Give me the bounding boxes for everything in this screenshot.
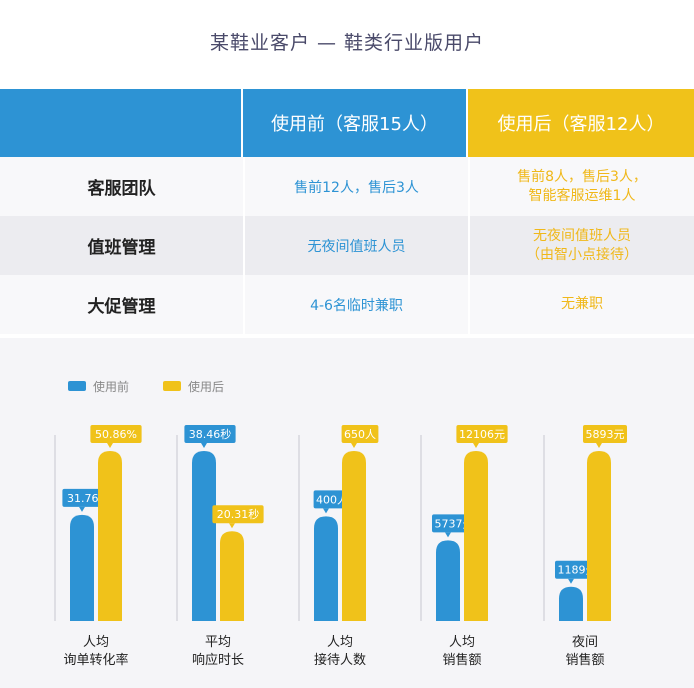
- category-label: 夜间: [572, 635, 598, 650]
- data-label: 400人: [316, 493, 348, 506]
- legend-label: 使用后: [188, 379, 224, 394]
- bar-chart: 使用前 使用后31.76%50.86%人均询单转化率38.46秒20.31秒平均响…: [54, 379, 627, 668]
- before-cell: 4-6名临时兼职: [243, 275, 468, 334]
- data-label-box: [583, 425, 627, 443]
- data-label: 1189元: [558, 564, 597, 577]
- data-label-pointer: [201, 443, 207, 448]
- data-label-pointer: [568, 578, 574, 584]
- category-label: 平均: [205, 635, 231, 650]
- bar-after: [98, 451, 122, 621]
- data-label-pointer: [229, 523, 235, 529]
- data-label-pointer: [445, 532, 451, 538]
- bar-before: [192, 451, 216, 621]
- before-cell: 售前12人，售后3人: [243, 157, 468, 216]
- category-label: 接待人数: [314, 652, 366, 668]
- after-cell: 售前8人，售后3人， 智能客服运维1人: [468, 157, 694, 216]
- before-cell: 无夜间值班人员: [243, 216, 468, 275]
- bar-before: [436, 540, 460, 621]
- bar-before: [70, 514, 94, 621]
- row-label: 客服团队: [87, 179, 156, 199]
- row-label: 大促管理: [87, 297, 156, 317]
- data-label: 20.31秒: [217, 507, 260, 521]
- data-label-box: [456, 425, 508, 443]
- category-label: 人均: [449, 635, 475, 650]
- bar-after: [220, 531, 244, 621]
- category-label: 人均: [83, 635, 109, 650]
- table-row: 大促管理 4-6名临时兼职 无兼职: [0, 275, 694, 334]
- category-label: 销售额: [442, 652, 481, 668]
- data-label-box: [184, 425, 236, 443]
- legend-label: 使用前: [93, 379, 129, 394]
- bar-after: [587, 451, 611, 621]
- legend-swatch: [163, 381, 181, 391]
- table-header-row: 使用前（客服15人） 使用后（客服12人）: [0, 89, 694, 157]
- data-label-pointer: [79, 506, 85, 512]
- table-row: 客服团队 售前12人，售后3人 售前8人，售后3人， 智能客服运维1人: [0, 157, 694, 216]
- category-label: 销售额: [565, 652, 604, 668]
- data-label-pointer: [351, 443, 357, 448]
- data-label: 650人: [344, 428, 376, 441]
- after-cell: 无夜间值班人员 （由智小点接待）: [468, 216, 694, 275]
- data-label-box: [341, 425, 379, 443]
- table-row: 值班管理 无夜间值班人员 无夜间值班人员 （由智小点接待）: [0, 216, 694, 275]
- data-label-box: [212, 505, 264, 524]
- data-label-pointer: [323, 508, 329, 514]
- bar-before: [314, 516, 338, 621]
- data-label: 12106元: [459, 428, 505, 441]
- data-label-box: [90, 425, 142, 443]
- category-label: 询单转化率: [63, 652, 128, 668]
- after-cell: 无兼职: [468, 275, 694, 334]
- page-title: 某鞋业客户 — 鞋类行业版用户: [209, 32, 485, 54]
- header-after: 使用后（客服12人）: [468, 89, 694, 157]
- comparison-table: 使用前（客服15人） 使用后（客服12人） 客服团队 售前12人，售后3人 售前…: [0, 89, 694, 334]
- category-label: 人均: [327, 635, 353, 650]
- row-label: 值班管理: [87, 238, 156, 258]
- data-label: 5737元: [435, 517, 474, 530]
- data-label: 38.46秒: [189, 427, 232, 441]
- data-label-box: [313, 490, 351, 509]
- data-label-pointer: [107, 443, 113, 448]
- data-label: 50.86%: [95, 428, 137, 441]
- bar-before: [559, 586, 583, 621]
- header-before: 使用前（客服15人）: [243, 89, 468, 157]
- header-blank: [0, 89, 243, 157]
- category-label: 响应时长: [192, 652, 244, 668]
- legend-swatch: [68, 381, 86, 391]
- data-label: 5893元: [586, 428, 625, 441]
- data-label-pointer: [596, 443, 602, 448]
- bar-after: [342, 451, 366, 621]
- data-label-pointer: [473, 443, 479, 448]
- bar-after: [464, 451, 488, 621]
